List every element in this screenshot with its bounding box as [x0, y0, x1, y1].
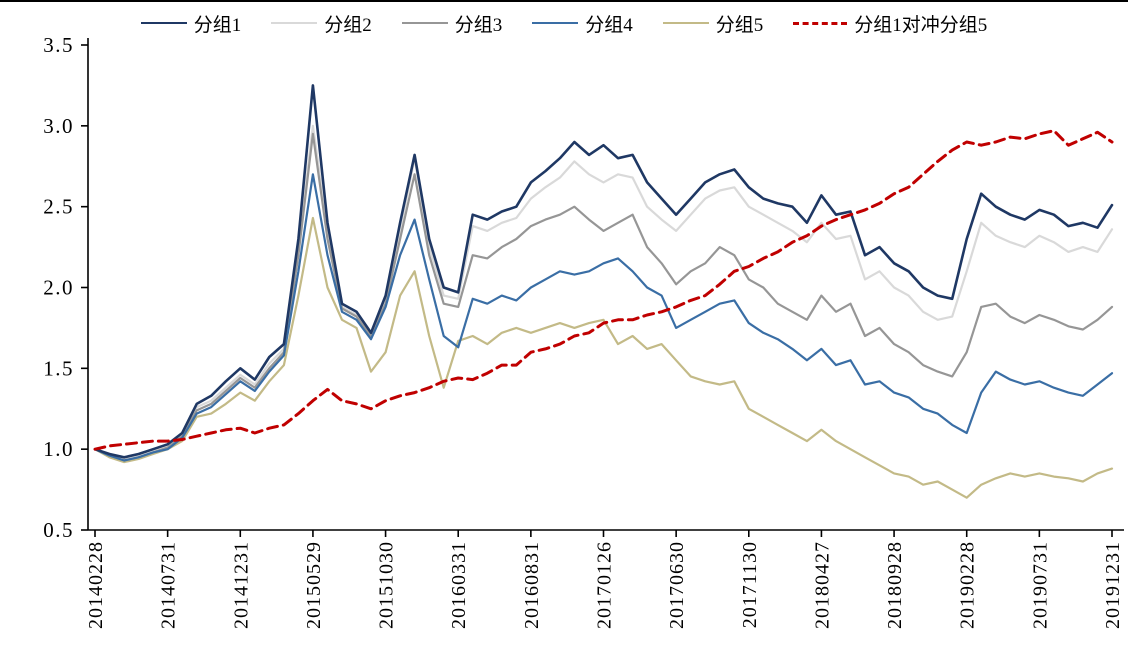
legend-item-2: 分组2	[271, 10, 372, 37]
x-tick-label: 20151030	[376, 541, 398, 629]
legend-label-4: 分组4	[585, 14, 633, 36]
y-tick-label: 1.5	[43, 356, 74, 380]
y-tick-label: 3.0	[43, 114, 74, 138]
x-tick-label: 20190228	[957, 541, 979, 629]
x-tick-label: 20170126	[594, 541, 616, 629]
legend-line-sample-2	[271, 22, 318, 24]
series-line-1	[93, 84, 1114, 459]
legend-item-5: 分组5	[662, 10, 764, 37]
series-line-5	[93, 216, 1114, 499]
legend-item-1: 分组1	[140, 10, 242, 37]
y-tick-label: 2.5	[43, 195, 74, 219]
series-line-2	[93, 124, 1114, 460]
legend-line-sample-4	[532, 22, 579, 24]
series-line-6	[93, 129, 1114, 451]
legend-line-sample-3	[401, 22, 448, 24]
legend-item-6: 分组1对冲分组5	[793, 10, 987, 37]
x-tick-label: 20180928	[884, 541, 906, 629]
x-tick-label: 20170630	[666, 541, 688, 629]
y-tick-label: 2.0	[43, 276, 74, 300]
x-tick-label: 20150529	[303, 541, 325, 629]
chart-legend: 分组1 分组2 分组3 分组4 分组5 分组1对冲分组5	[0, 8, 1128, 38]
x-tick-label: 20190731	[1029, 541, 1051, 629]
x-tick-label: 20140228	[85, 541, 107, 629]
y-tick-label: 0.5	[43, 518, 74, 542]
legend-label-6: 分组1对冲分组5	[854, 14, 988, 36]
legend-line-sample-6	[793, 21, 848, 25]
x-tick-label: 20191231	[1102, 541, 1124, 629]
legend-label-5: 分组5	[715, 14, 764, 36]
y-tick-label: 3.5	[43, 33, 74, 57]
x-tick-label: 20171130	[739, 541, 761, 628]
series-line-4	[93, 173, 1114, 462]
x-tick-label: 20140731	[158, 541, 180, 629]
legend-item-3: 分组3	[401, 10, 503, 37]
x-tick-label: 20180427	[811, 541, 833, 629]
legend-line-sample-1	[140, 22, 187, 24]
legend-label-3: 分组3	[454, 14, 503, 36]
x-tick-label: 20141231	[230, 541, 252, 629]
legend-label-2: 分组2	[324, 14, 372, 36]
legend-line-sample-5	[662, 22, 709, 24]
x-tick-label: 20160831	[521, 541, 543, 629]
x-tick-label: 20160331	[448, 541, 470, 629]
top-border-line	[0, 0, 1128, 2]
y-tick-label: 1.0	[43, 437, 74, 461]
legend-item-4: 分组4	[532, 10, 633, 37]
series-line-3	[93, 132, 1114, 462]
legend-label-1: 分组1	[193, 14, 242, 36]
